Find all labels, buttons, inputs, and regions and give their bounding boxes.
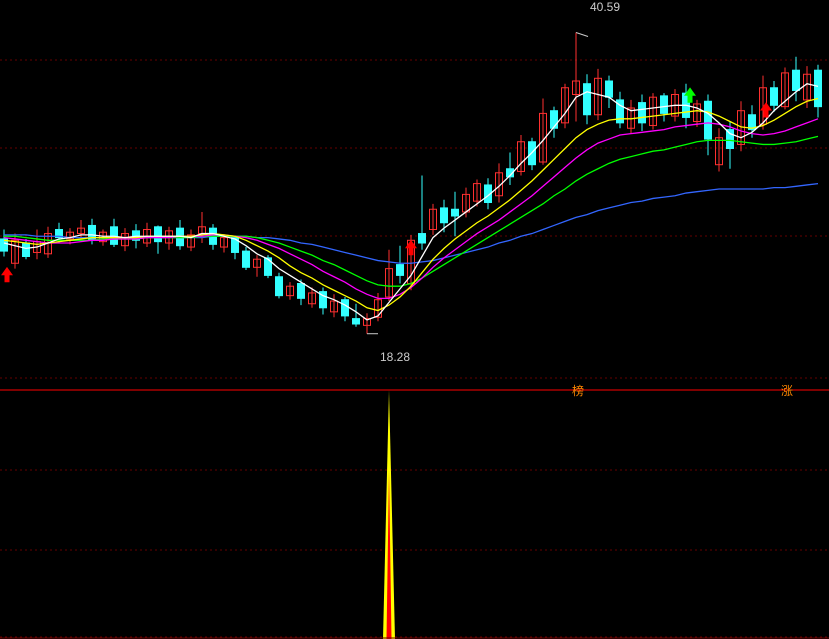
indicator-spike [383, 390, 395, 639]
grid-lines [0, 60, 829, 637]
candlesticks [1, 33, 822, 334]
chart-canvas [0, 0, 829, 639]
signal-arrows [2, 88, 771, 282]
stock-chart[interactable]: 40.59 18.28 榜 涨 [0, 0, 829, 639]
